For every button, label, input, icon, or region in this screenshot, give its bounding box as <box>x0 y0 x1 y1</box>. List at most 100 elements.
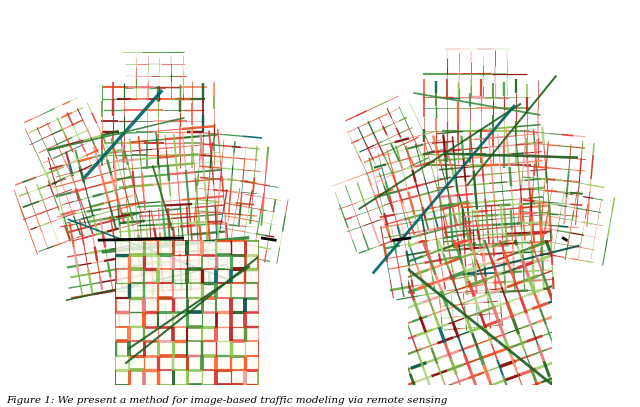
Bar <box>442 245 453 249</box>
Bar <box>173 371 186 384</box>
Bar <box>481 354 493 358</box>
Bar <box>533 243 545 247</box>
Bar <box>502 285 514 289</box>
Bar <box>453 318 465 322</box>
Bar <box>479 263 490 267</box>
Bar <box>415 255 426 259</box>
Bar <box>520 248 531 252</box>
Bar <box>488 290 500 294</box>
Bar <box>412 333 424 337</box>
Bar <box>435 309 446 314</box>
Bar <box>470 281 482 285</box>
Bar <box>449 350 461 354</box>
Bar <box>467 313 478 317</box>
Bar <box>531 320 542 325</box>
Bar <box>116 299 129 312</box>
Bar <box>536 334 547 338</box>
Bar <box>410 241 421 246</box>
Bar <box>130 255 143 268</box>
Bar <box>455 240 467 245</box>
Bar <box>202 241 216 254</box>
Bar <box>516 280 527 284</box>
Bar <box>188 342 201 355</box>
Bar <box>534 289 546 293</box>
Bar <box>173 357 186 370</box>
Bar <box>159 342 172 355</box>
Bar <box>173 313 186 326</box>
Bar <box>173 342 186 355</box>
Bar <box>217 357 230 370</box>
Bar <box>246 284 259 297</box>
Bar <box>411 287 422 291</box>
Bar <box>497 271 509 275</box>
Bar <box>116 241 129 254</box>
Bar <box>145 328 157 341</box>
Bar <box>159 371 172 384</box>
Bar <box>447 259 458 263</box>
Bar <box>522 339 534 343</box>
Bar <box>538 256 550 260</box>
Bar <box>173 255 186 268</box>
Bar <box>217 313 230 326</box>
Bar <box>506 253 518 257</box>
Bar <box>493 303 505 307</box>
Bar <box>550 375 562 379</box>
Bar <box>246 313 259 326</box>
Bar <box>547 238 558 242</box>
Bar <box>476 340 488 344</box>
Bar <box>436 355 447 359</box>
Bar <box>217 342 230 355</box>
Bar <box>116 371 129 384</box>
Bar <box>246 255 259 268</box>
Bar <box>246 241 259 254</box>
Bar <box>188 371 201 384</box>
Bar <box>130 328 143 341</box>
Bar <box>543 270 554 274</box>
Bar <box>188 284 201 297</box>
Bar <box>231 328 244 341</box>
Bar <box>413 379 425 383</box>
Bar <box>188 357 201 370</box>
Bar <box>545 361 557 365</box>
Bar <box>173 241 186 254</box>
Bar <box>472 372 484 376</box>
Bar <box>492 258 504 262</box>
Bar <box>116 357 129 370</box>
Bar <box>495 349 506 353</box>
Bar <box>529 275 541 279</box>
Bar <box>484 276 495 280</box>
Bar <box>145 313 157 326</box>
Bar <box>130 270 143 283</box>
Bar <box>202 357 216 370</box>
Bar <box>511 266 522 270</box>
Bar <box>499 317 510 321</box>
Bar <box>246 299 259 312</box>
Bar <box>541 348 552 352</box>
Bar <box>188 270 201 283</box>
Bar <box>438 277 449 282</box>
Bar <box>444 337 456 341</box>
Bar <box>431 341 442 346</box>
Bar <box>456 286 468 290</box>
Bar <box>159 241 172 254</box>
Bar <box>513 357 525 362</box>
Bar <box>188 313 201 326</box>
Bar <box>463 345 474 350</box>
Bar <box>231 284 244 297</box>
Bar <box>202 371 216 384</box>
Bar <box>173 299 186 312</box>
Bar <box>202 342 216 355</box>
Bar <box>408 365 420 369</box>
Bar <box>501 239 513 243</box>
Bar <box>246 328 259 341</box>
Bar <box>217 241 230 254</box>
Bar <box>130 299 143 312</box>
Bar <box>116 328 129 341</box>
Bar <box>145 299 157 312</box>
Bar <box>159 299 172 312</box>
Bar <box>525 307 537 311</box>
Bar <box>217 270 230 283</box>
Bar <box>159 357 172 370</box>
Bar <box>460 254 472 258</box>
Bar <box>231 371 244 384</box>
